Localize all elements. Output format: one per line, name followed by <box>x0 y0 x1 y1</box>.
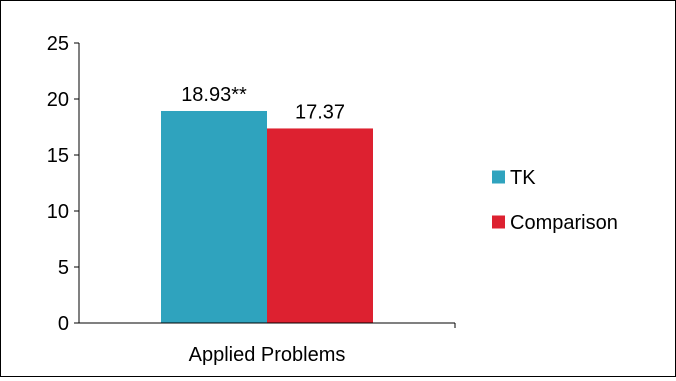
x-axis: Applied Problems <box>79 322 456 366</box>
data-label: 17.37 <box>295 101 345 123</box>
y-tick-label: 5 <box>58 257 69 279</box>
data-label: 18.93** <box>181 84 247 106</box>
y-tick-label: 20 <box>47 89 69 111</box>
legend-swatch-comparison <box>492 215 505 229</box>
legend-label-tk: TK <box>510 167 536 189</box>
y-axis: 0 5 10 15 20 25 <box>47 33 80 335</box>
legend-swatch-tk <box>492 170 505 184</box>
legend: TK Comparison <box>492 167 618 234</box>
bar-tk <box>161 110 267 323</box>
x-tick-label: Applied Problems <box>189 344 346 366</box>
legend-label-comparison: Comparison <box>510 212 618 234</box>
y-tick-label: 25 <box>47 33 69 55</box>
y-tick-label: 10 <box>47 201 69 223</box>
y-tick-label: 15 <box>47 145 69 167</box>
y-tick-label: 0 <box>58 313 69 335</box>
bar-comparison <box>267 128 373 323</box>
bars: 18.93** 17.37 <box>161 84 373 323</box>
